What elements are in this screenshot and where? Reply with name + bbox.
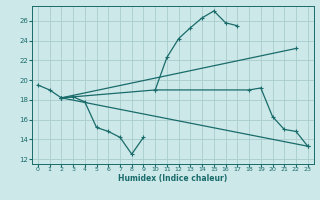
- X-axis label: Humidex (Indice chaleur): Humidex (Indice chaleur): [118, 174, 228, 183]
